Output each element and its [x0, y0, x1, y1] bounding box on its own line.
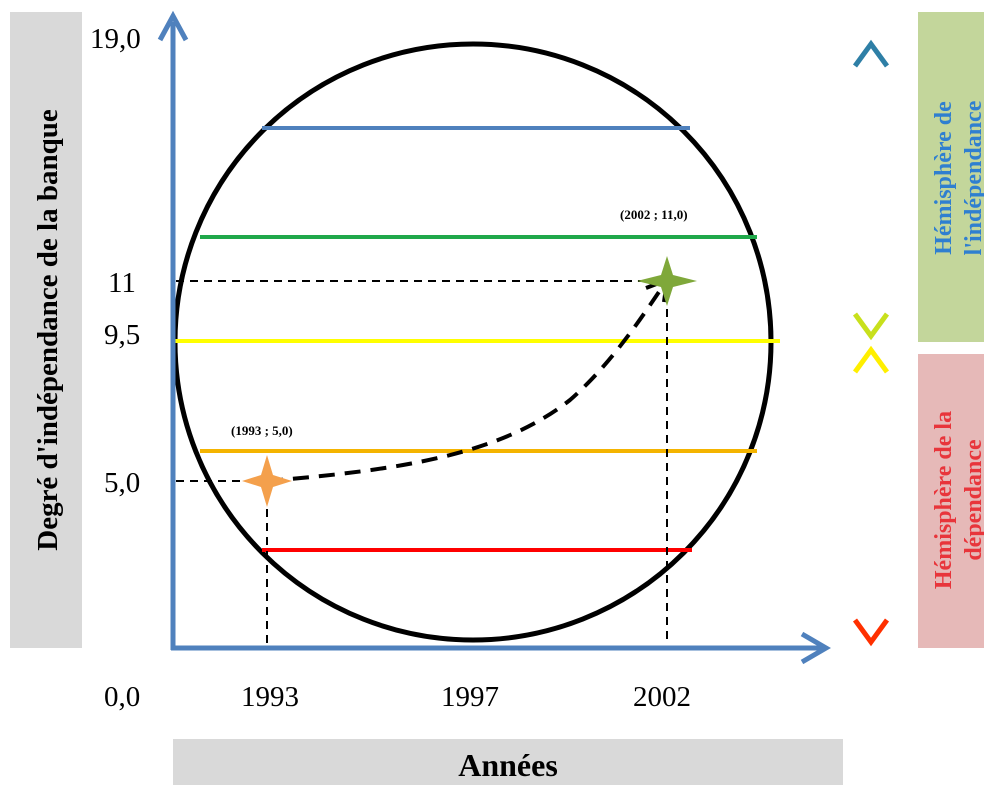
x-axis-title: Années [458, 747, 558, 783]
y-tick-11: 11 [108, 267, 136, 299]
trajectory-curve [266, 284, 665, 483]
y-axis [157, 10, 189, 650]
x-tick-1997: 1997 [441, 681, 499, 713]
point-label-2002: (2002 ; 11,0) [620, 207, 688, 222]
x-tick-1993: 1993 [241, 681, 299, 713]
x-axis [171, 631, 831, 665]
y-tick-19: 19,0 [90, 23, 141, 55]
dependence-panel [918, 354, 984, 648]
origin-label: 0,0 [104, 681, 140, 713]
x-title-panel [173, 739, 843, 785]
y-title-panel [10, 12, 82, 648]
hemisphere-independence-line2: l'indépendance [961, 100, 984, 255]
hemisphere-independence-line1: Hémisphère de [931, 101, 957, 255]
y-tick-9-5: 9,5 [104, 319, 140, 351]
independence-arrow [852, 39, 890, 341]
y-axis-title: Degré d'indépendance de la banque [32, 109, 64, 551]
x-tick-2002: 2002 [633, 681, 691, 713]
point-star-2002 [637, 256, 697, 306]
point-star-1993 [242, 455, 292, 507]
independence-panel [918, 12, 984, 342]
guide-lines [176, 280, 668, 645]
hemisphere-dependence-line1: Hémisphère de la [931, 411, 957, 589]
point-label-1993: (1993 ; 5,0) [231, 423, 293, 438]
dependence-arrow [852, 345, 890, 647]
y-tick-5: 5,0 [104, 467, 140, 499]
hemisphere-dependence-line2: dépendance [961, 439, 984, 561]
